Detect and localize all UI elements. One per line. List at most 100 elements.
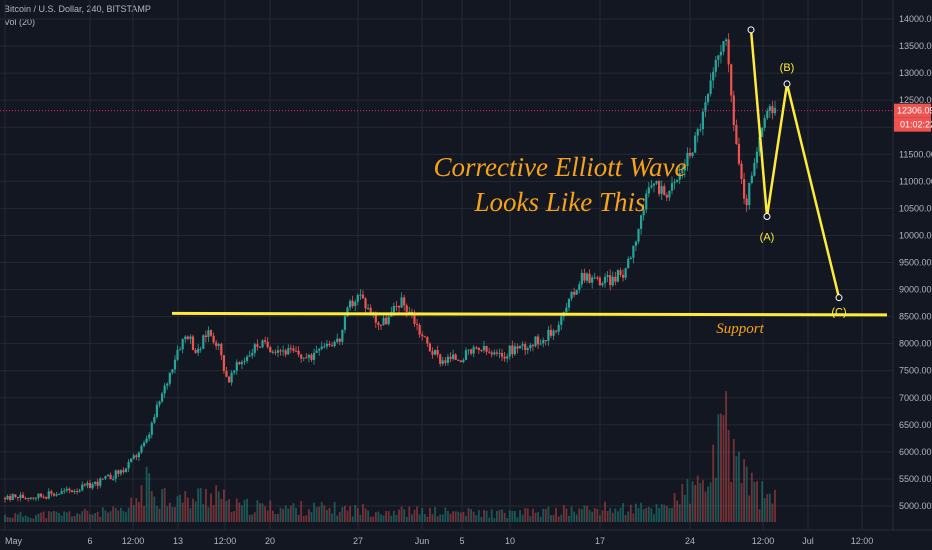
volume-bar (580, 509, 583, 522)
candle-body (251, 352, 254, 356)
candle-body (297, 350, 300, 355)
candle-body (488, 351, 491, 353)
candle-body (312, 352, 316, 360)
candle-body (176, 349, 179, 360)
time-tick-label: May (5, 536, 23, 546)
volume-bar (434, 506, 436, 522)
volume-bar (720, 413, 722, 522)
candle-body (431, 351, 434, 355)
volume-bar (101, 507, 104, 522)
volume-bar (333, 501, 336, 522)
volume-legend[interactable]: Vol (20) (4, 17, 36, 27)
candle-body (315, 350, 318, 353)
candle-body (405, 305, 408, 312)
candle-body (261, 340, 264, 348)
volume-bar (140, 485, 143, 522)
volume-bar (403, 509, 406, 522)
candle-body (637, 228, 640, 242)
volume-bar (699, 483, 702, 522)
volume-bar (47, 511, 50, 522)
volume-bar (215, 485, 218, 522)
candle-body (609, 275, 612, 286)
candle-body (652, 183, 656, 186)
volume-bar (53, 510, 55, 522)
volume-bar (640, 502, 642, 522)
candle-body (598, 277, 601, 286)
volume-bar (725, 391, 727, 522)
candle-body (611, 276, 614, 286)
volume-bar (390, 515, 393, 522)
candle-body (21, 494, 25, 499)
volume-bar (475, 515, 478, 522)
candle-body (338, 338, 341, 342)
volume-bar (71, 516, 73, 522)
volume-bar (694, 484, 697, 522)
volume-bar (547, 506, 550, 522)
candle-body (11, 494, 14, 500)
candle-body (418, 324, 421, 335)
candle-body (320, 346, 323, 349)
time-axis[interactable]: May 6 12:00 13 12:00 20 27 Jun 5 10 17 24 12:00 Jul 12… (0, 529, 932, 550)
volume-bar (467, 508, 470, 522)
candle-body (55, 494, 58, 496)
volume-bar (186, 497, 189, 522)
volume-bar (81, 511, 84, 522)
candle-body (204, 335, 207, 338)
candle-body (591, 277, 594, 283)
volume-bar (145, 466, 148, 522)
volume-bar (29, 517, 32, 522)
candle-body (457, 359, 460, 361)
volume-bar (307, 509, 310, 522)
candle-body (302, 357, 305, 359)
candle-body (763, 118, 766, 128)
candle-body (9, 495, 12, 500)
candle-body (624, 268, 627, 278)
volume-bar (354, 504, 357, 522)
volume-bar (94, 513, 97, 522)
candle-body (606, 275, 609, 277)
candle-body (688, 152, 692, 156)
price-tick-label: 11000.00 (899, 176, 932, 186)
volume-bar (313, 502, 315, 522)
candle-body (364, 298, 367, 309)
volume-bar (604, 501, 606, 522)
elliott-wave-path[interactable] (749, 29, 841, 298)
candle-body (601, 283, 604, 286)
candle-body (16, 496, 19, 499)
volume-bar (331, 513, 333, 522)
volume-bar (519, 510, 521, 522)
candle-body (279, 350, 282, 352)
candle-body (330, 345, 334, 347)
volume-bar (114, 507, 117, 522)
candle-body (392, 306, 395, 313)
price-axis[interactable]: 5000.00 5500.00 6000.00 6500.00 7000.00 7500.… (892, 0, 932, 550)
price-tick-label: 13500.00 (899, 41, 932, 51)
candle-body (616, 270, 620, 282)
price-tick-label: 8000.00 (899, 339, 932, 349)
candle-body (621, 274, 625, 278)
candle-body (227, 376, 231, 383)
support-line[interactable] (171, 311, 888, 317)
candle-body (81, 484, 84, 491)
symbol-legend[interactable]: Bitcoin / U.S. Dollar, 240, BITSTAMP (4, 4, 151, 14)
volume-bar (11, 517, 14, 522)
candle-body (740, 163, 743, 179)
volume-bar (653, 514, 655, 522)
candle-body (552, 330, 555, 336)
candle-body (766, 110, 769, 119)
volume-bar (9, 517, 12, 522)
countdown-bg (894, 117, 931, 132)
volume-bar (627, 511, 630, 522)
volume-bar (660, 504, 663, 522)
volume-bar (398, 509, 400, 522)
volume-bar (647, 506, 650, 522)
candle-body (397, 306, 401, 308)
time-tick-label: 10 (505, 536, 515, 546)
volume-bar (241, 505, 243, 522)
volume-bar (387, 511, 390, 522)
volume-bar (537, 512, 539, 522)
volume-bar (503, 512, 506, 522)
candle-body (732, 95, 735, 126)
candle-body (27, 498, 30, 500)
